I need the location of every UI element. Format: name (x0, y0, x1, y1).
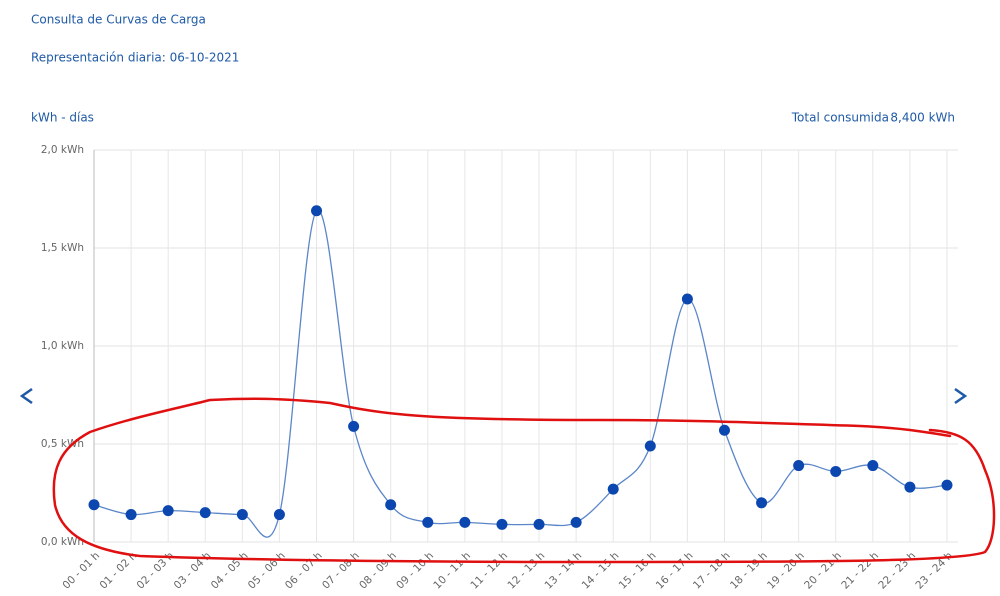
data-point (830, 465, 842, 477)
prev-button[interactable] (19, 387, 33, 405)
y-tick-label: 0,5 kWh (41, 438, 84, 450)
x-tick-label: 21 - 22 h (839, 550, 881, 592)
data-point (867, 460, 879, 472)
y-tick-label: 0,0 kWh (41, 536, 84, 548)
chart-subtitle: Representación diaria: 06-10-2021 (31, 51, 239, 65)
data-point (162, 505, 174, 517)
x-tick-label: 18 - 19 h (728, 550, 770, 592)
x-tick-label: 22 - 23 h (876, 550, 918, 592)
data-point (607, 483, 619, 495)
x-tick-label: 11 - 12 h (468, 550, 510, 592)
x-tick-label: 13 - 14 h (543, 550, 585, 592)
x-tick-label: 15 - 16 h (617, 550, 659, 592)
data-point (941, 479, 953, 491)
total-value: 8,400 kWh (890, 111, 955, 125)
data-point (644, 440, 656, 452)
x-tick-label: 12 - 13 h (505, 550, 547, 592)
x-tick-label: 17 - 18 h (691, 550, 733, 592)
x-tick-label: 07 - 08 h (320, 550, 362, 592)
data-point (496, 518, 508, 530)
x-tick-label: 09 - 10 h (394, 550, 436, 592)
x-tick-label: 20 - 21 h (802, 550, 844, 592)
chart-title: Consulta de Curvas de Carga (31, 13, 206, 27)
data-point (718, 424, 730, 436)
x-tick-label: 10 - 11 h (431, 550, 473, 592)
y-tick-label: 2,0 kWh (41, 144, 84, 156)
x-tick-label: 04 - 05 h (209, 550, 251, 592)
data-point (199, 507, 211, 519)
x-tick-label: 19 - 20 h (765, 550, 807, 592)
data-point (236, 509, 248, 521)
data-point (125, 509, 137, 521)
x-tick-label: 14 - 15 h (580, 550, 622, 592)
y-axis-label: kWh - días (31, 111, 94, 125)
data-point (756, 497, 768, 509)
data-point (904, 481, 916, 493)
data-point (422, 516, 434, 528)
series-line (93, 209, 948, 538)
data-point (385, 499, 397, 511)
data-point (311, 205, 323, 217)
data-point (88, 499, 100, 511)
x-tick-label: 06 - 07 h (283, 550, 325, 592)
total-label: Total consumida (791, 111, 889, 125)
x-tick-label: 00 - 01 h (60, 550, 102, 592)
x-tick-label: 08 - 09 h (357, 550, 399, 592)
data-point (273, 509, 285, 521)
x-tick-label: 05 - 06 h (246, 550, 288, 592)
next-button[interactable] (954, 387, 968, 405)
y-tick-label: 1,5 kWh (41, 242, 84, 254)
data-point (570, 516, 582, 528)
data-point (533, 518, 545, 530)
plot-area: 0,0 kWh 0,5 kWh 1,0 kWh 1,5 kWh 2,0 kWh 00 - … (41, 144, 958, 592)
x-tick-label: 16 - 17 h (654, 550, 696, 592)
data-point (348, 420, 360, 432)
hand-drawn-annotation (52, 397, 996, 564)
data-point (681, 293, 693, 305)
data-point (459, 516, 471, 528)
y-tick-label: 1,0 kWh (41, 340, 84, 352)
data-point (793, 460, 805, 472)
